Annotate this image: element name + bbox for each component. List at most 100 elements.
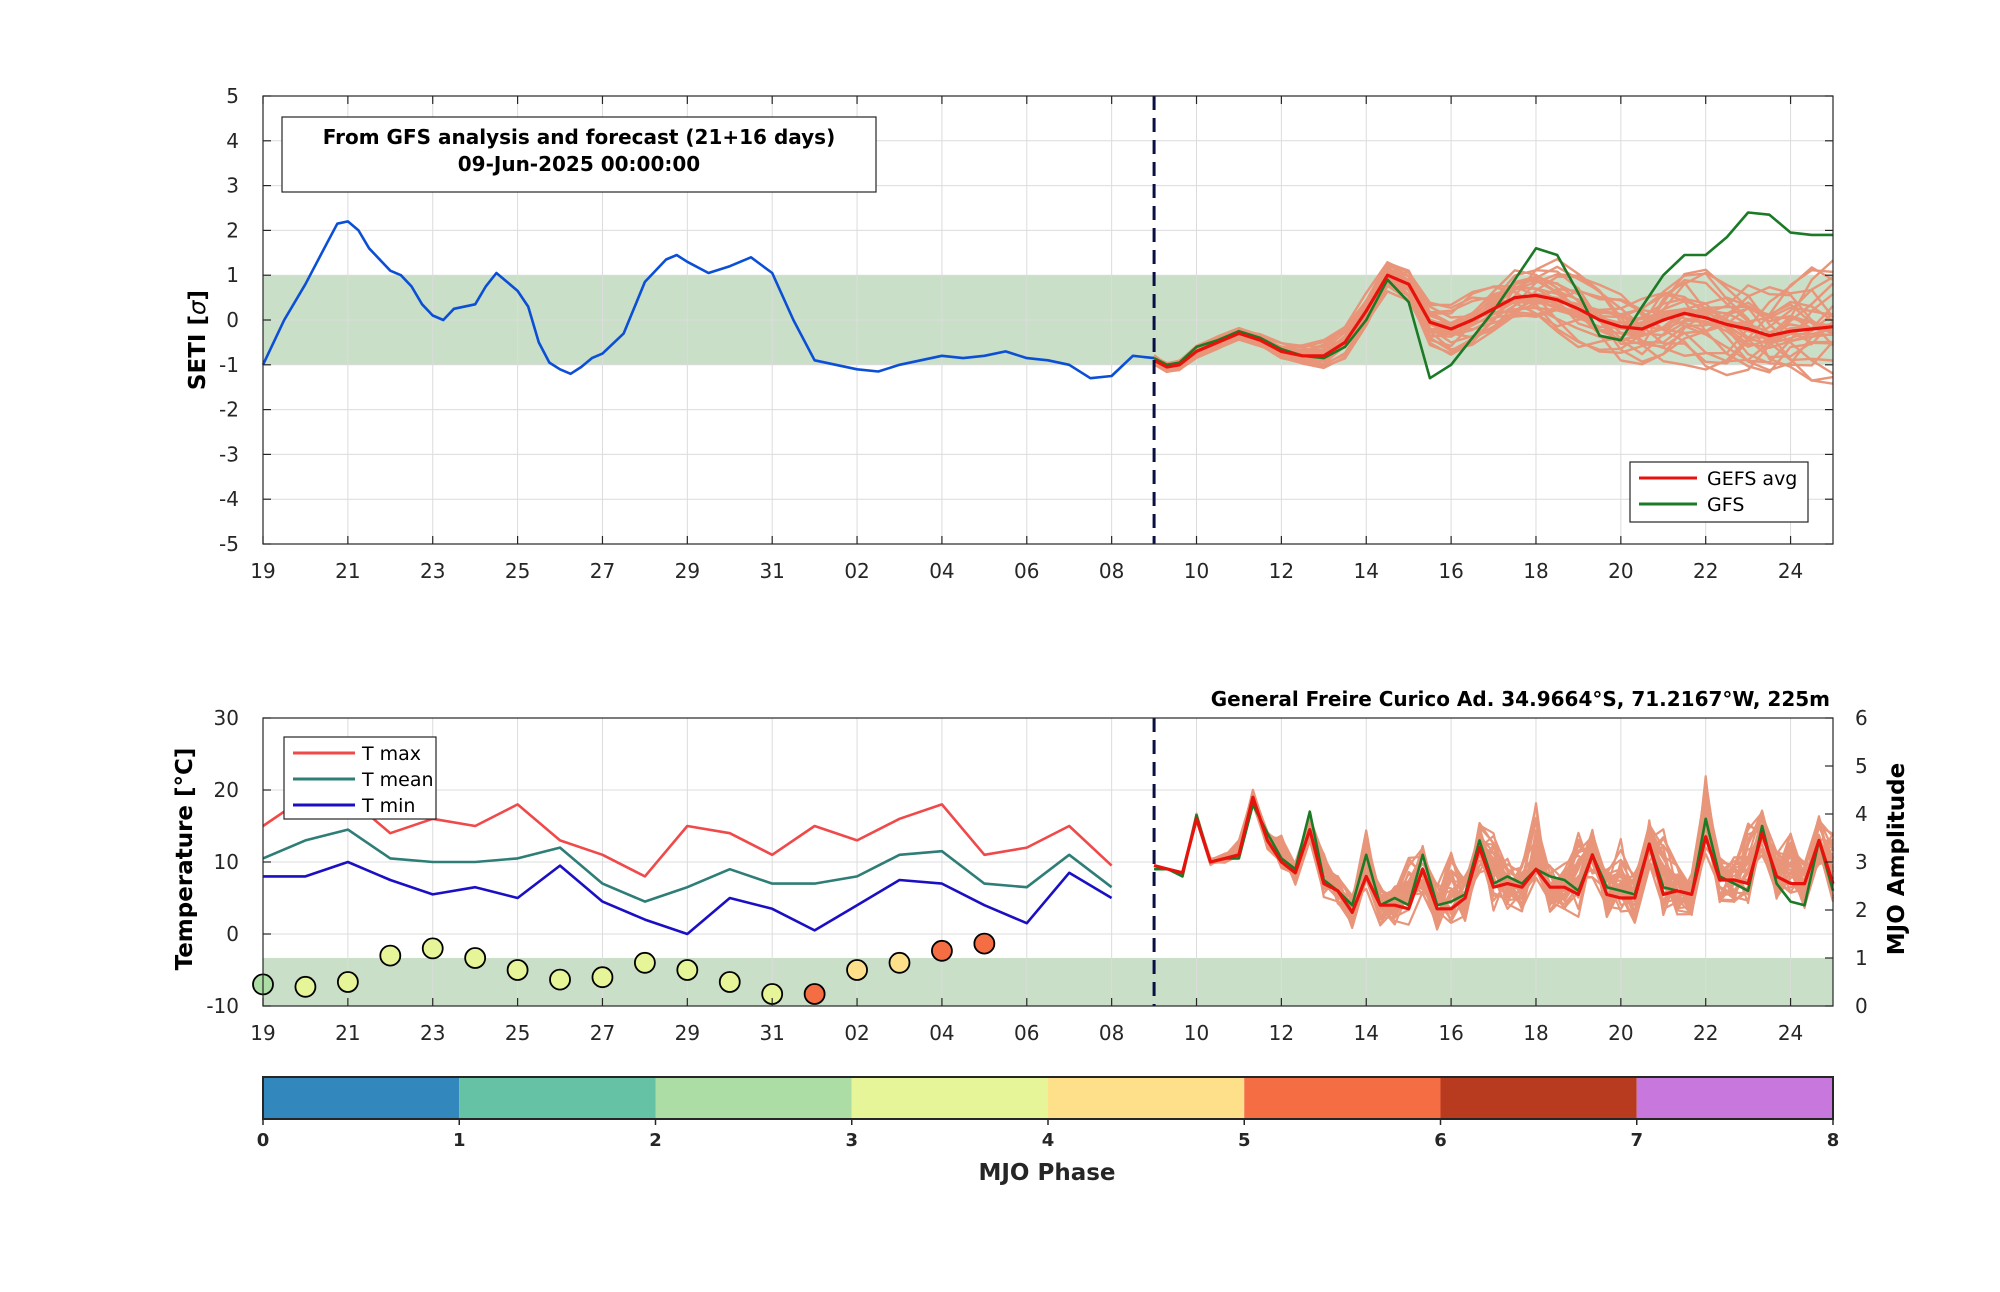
temperature-x-tick-label: 20 (1608, 1021, 1633, 1045)
seti-x-tick-label: 06 (1014, 559, 1039, 583)
seti-x-tick-label: 18 (1523, 559, 1548, 583)
forecast-member-line (1153, 802, 1834, 923)
temperature-y-tick-label: -10 (206, 994, 239, 1018)
colorbar-ticks: 0 1 2 3 4 5 6 7 8 (257, 1119, 1840, 1151)
seti-y-tick-label: -5 (219, 532, 239, 556)
legend-gefs-avg-label: GEFS avg (1707, 468, 1797, 490)
gfs-line (1153, 211, 1833, 380)
mjo-amplitude-tick-label: 2 (1855, 898, 1868, 922)
mjo-amplitude-tick-label: 3 (1855, 850, 1868, 874)
colorbar-tick-label: 5 (1238, 1130, 1251, 1151)
seti-y-tick-label: 5 (226, 84, 239, 108)
colorbar-cell (459, 1077, 656, 1119)
mjo-amplitude-tick-label: 1 (1855, 946, 1868, 970)
mjo-point (846, 959, 868, 981)
seti-x-tick-label: 21 (335, 559, 360, 583)
mjo-point (633, 951, 656, 974)
seti-x-tick-label: 19 (250, 559, 275, 583)
seti-legend: GEFS avg GFS (1629, 461, 1809, 523)
mjo-amplitude-tick-label: 5 (1855, 754, 1868, 778)
temperature-legend: T max T mean T min (283, 736, 437, 820)
seti-x-tick-label: 08 (1099, 559, 1124, 583)
seti-y-tick-label: 1 (226, 263, 239, 287)
mjo-point (718, 971, 741, 993)
forecast-member-line (1153, 775, 1834, 926)
temperature-x-tick-label: 24 (1778, 1021, 1803, 1045)
seti-x-tick-label: 12 (1269, 559, 1294, 583)
colorbar-tick-label: 7 (1630, 1130, 1643, 1151)
forecast-member-lines (1153, 775, 1835, 931)
colorbar-tick-label: 3 (845, 1130, 858, 1151)
mjo-phase-colorbar: 0 1 2 3 4 5 6 7 8 MJO Phase (257, 1076, 1840, 1186)
mjo-point (591, 966, 614, 989)
seti-y-tick-label: -3 (219, 442, 239, 466)
colorbar-cell (263, 1077, 460, 1119)
legend-gfs-label: GFS (1707, 494, 1744, 516)
temperature-x-tick-label: 08 (1099, 1021, 1124, 1045)
mjo-point (803, 983, 826, 1005)
seti-x-tick-label: 04 (929, 559, 954, 583)
mjo-amplitude-axis-label: MJO Amplitude (1884, 763, 1910, 955)
colorbar-cell (1636, 1077, 1833, 1119)
colorbar-cell (1440, 1077, 1637, 1119)
colorbar-tick-label: 8 (1827, 1130, 1840, 1151)
seti-x-tick-label: 10 (1184, 559, 1209, 583)
mjo-point (676, 959, 699, 981)
legend-tmin-label: T min (361, 795, 415, 817)
seti-y-tick-label: 3 (226, 174, 239, 198)
colorbar-tick-label: 0 (257, 1130, 270, 1151)
mjo-point (931, 939, 953, 962)
seti-y-tick-label: 0 (226, 308, 239, 332)
mjo-amplitude-tick-label: 0 (1855, 994, 1868, 1018)
temperature-x-tick-label: 18 (1523, 1021, 1548, 1045)
temperature-panel: 19 21 23 25 27 29 31 02 04 06 08 10 12 14 16 18 20 22 24-1… (172, 687, 1910, 1045)
temperature-y-tick-label: 30 (214, 706, 239, 730)
forecast-gefs-avg-line (1153, 795, 1835, 915)
temperature-x-tick-label: 21 (335, 1021, 360, 1045)
mjo-weak-band (263, 958, 1833, 1006)
seti-y-tick-label: -4 (219, 487, 239, 511)
colorbar-cell (851, 1077, 1048, 1119)
mjo-point (888, 951, 911, 974)
seti-x-tick-label: 20 (1608, 559, 1633, 583)
mjo-point (379, 944, 402, 967)
mjo-amplitude-tick-label: 4 (1855, 802, 1868, 826)
temperature-x-tick-label: 10 (1184, 1021, 1209, 1045)
info-line-2: 09-Jun-2025 00:00:00 (458, 152, 700, 176)
mjo-point (421, 937, 444, 960)
tmax-line (262, 795, 1113, 878)
temperature-x-tick-label: 23 (420, 1021, 445, 1045)
mjo-point (506, 959, 529, 981)
colorbar-cell (655, 1077, 852, 1119)
colorbar-label: MJO Phase (978, 1160, 1115, 1186)
temperature-x-tick-label: 14 (1354, 1021, 1379, 1045)
temperature-ticks: 19 21 23 25 27 29 31 02 04 06 08 10 12 14 16 18 20 22 24-1… (206, 706, 1867, 1045)
seti-x-tick-label: 29 (675, 559, 700, 583)
seti-x-tick-label: 25 (505, 559, 530, 583)
temperature-x-tick-label: 04 (929, 1021, 954, 1045)
colorbar-tick-label: 1 (453, 1130, 466, 1151)
seti-x-tick-label: 14 (1354, 559, 1379, 583)
mjo-point (464, 947, 487, 969)
seti-y-tick-label: -1 (219, 353, 239, 377)
colorbar-tick-label: 4 (1042, 1130, 1055, 1151)
colorbar-tick-label: 6 (1434, 1130, 1447, 1151)
info-line-1: From GFS analysis and forecast (21+16 da… (323, 125, 835, 149)
mjo-point (294, 975, 317, 998)
seti-y-tick-label: -2 (219, 398, 239, 422)
temperature-x-tick-label: 12 (1269, 1021, 1294, 1045)
temperature-x-tick-label: 16 (1438, 1021, 1463, 1045)
seti-y-axis-label: SETI [σ] (185, 290, 211, 390)
seti-x-tick-label: 22 (1693, 559, 1718, 583)
seti-x-tick-label: 31 (759, 559, 784, 583)
tmean-line (262, 828, 1113, 903)
mjo-point (336, 971, 359, 993)
gefs-avg-line (1153, 273, 1834, 369)
legend-tmean-label: T mean (361, 769, 434, 791)
colorbar-cells (263, 1077, 1833, 1119)
mjo-points (252, 932, 996, 1005)
temperature-x-tick-label: 06 (1014, 1021, 1039, 1045)
temperature-x-tick-label: 29 (675, 1021, 700, 1045)
info-box: From GFS analysis and forecast (21+16 da… (281, 116, 877, 193)
